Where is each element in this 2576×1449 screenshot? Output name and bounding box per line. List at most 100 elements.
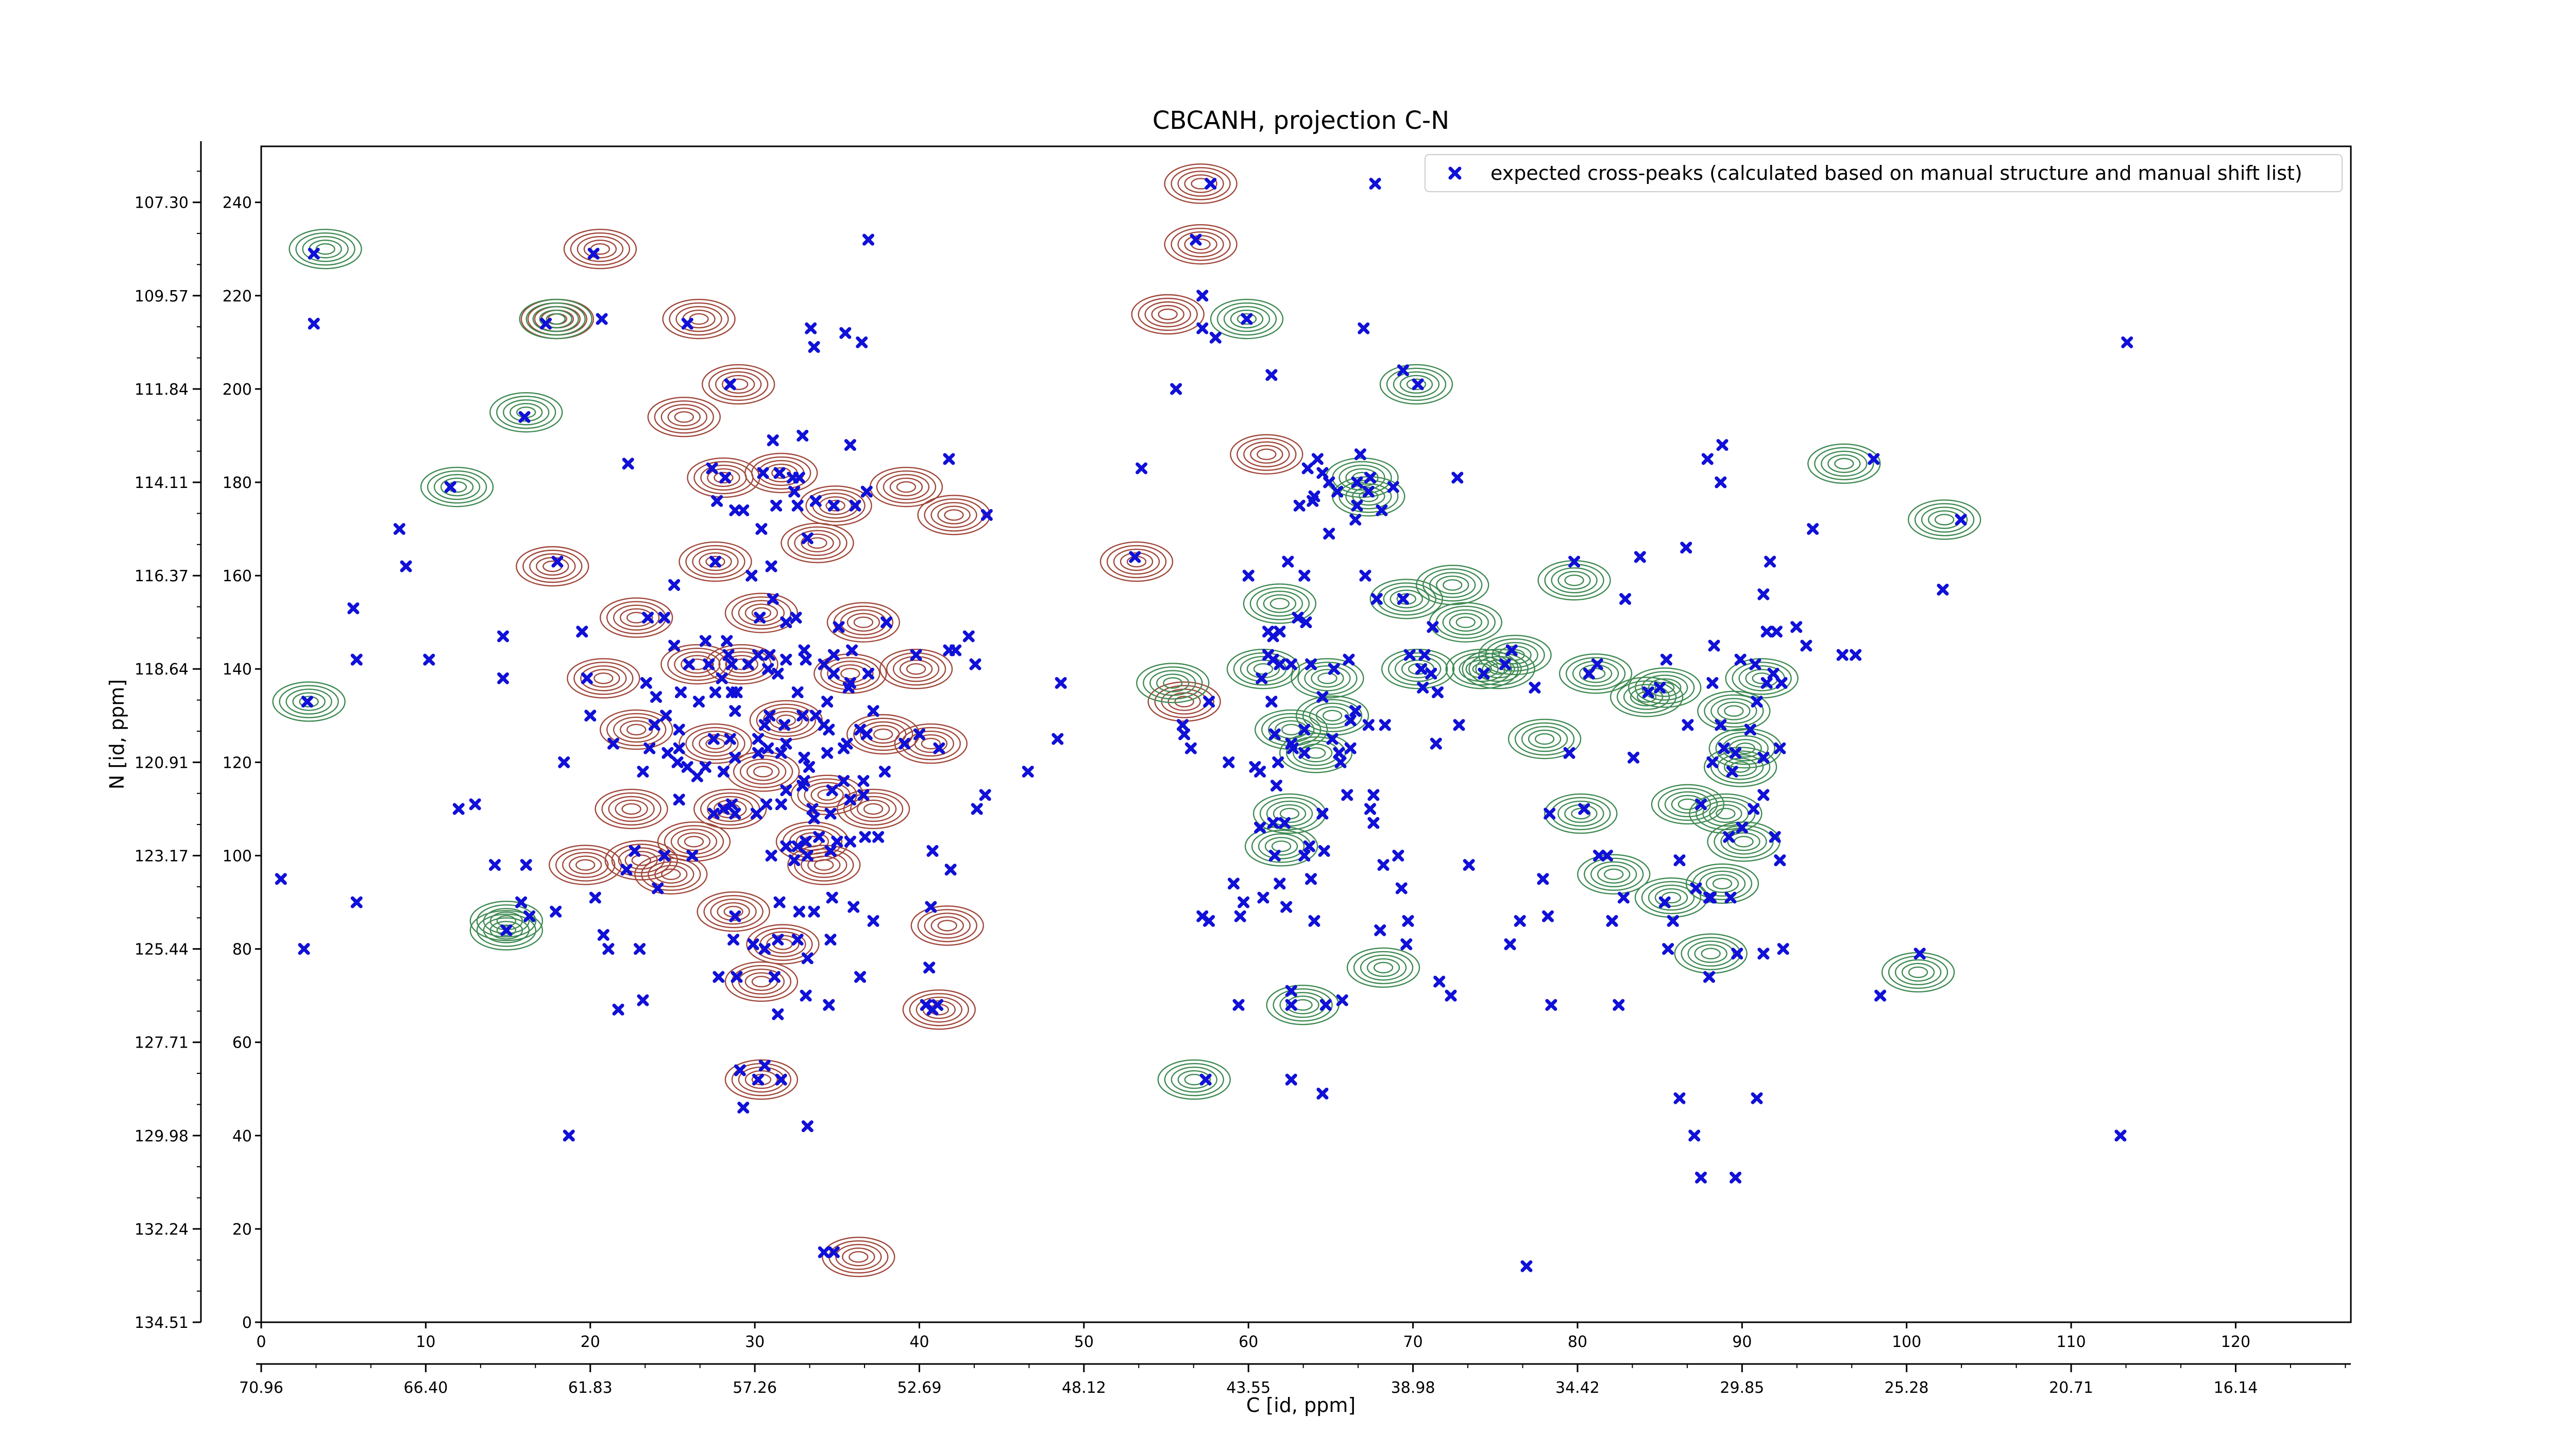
plot-frame	[260, 145, 2352, 1323]
cross-peak-marker	[558, 756, 570, 768]
cross-peak-marker	[1760, 626, 1773, 638]
x-ppm-tick-label: 52.69	[897, 1379, 942, 1397]
cross-peak-marker	[772, 1008, 784, 1020]
contour-positive	[697, 891, 770, 932]
cross-peak-marker	[762, 663, 774, 675]
cross-peak-marker	[772, 933, 784, 946]
cross-peak-marker	[1716, 439, 1728, 451]
cross-peak-marker	[808, 905, 820, 918]
y-ppm-tick-label: 129.98	[134, 1127, 189, 1145]
contour-negative	[1429, 602, 1502, 643]
cross-peak-marker	[755, 523, 768, 535]
cross-peak-marker	[780, 840, 792, 852]
cross-peak-marker	[839, 327, 852, 339]
cross-peak-marker	[729, 807, 741, 820]
x-ppm-tick-label: 25.28	[1885, 1379, 1929, 1397]
cross-peak-marker	[846, 644, 858, 656]
cross-peak-marker	[770, 499, 783, 512]
cross-peak-marker	[662, 747, 674, 759]
cross-peak-marker	[791, 686, 804, 698]
cross-peak-marker	[818, 658, 830, 670]
cross-peak-marker	[772, 667, 784, 680]
cross-peak-marker	[1748, 803, 1760, 815]
cross-peak-marker	[765, 849, 777, 862]
cross-peak-marker	[824, 845, 837, 857]
y-axis-index: 0 20 40 60 80 100 120 140 160 180 200 220 240	[223, 194, 261, 1332]
cross-peak-marker	[1868, 453, 1880, 465]
cross-peak-marker	[1591, 658, 1603, 670]
cross-peak-marker	[1359, 569, 1371, 582]
cross-peak-marker	[821, 696, 834, 708]
cross-peak-marker	[1913, 948, 1926, 960]
cross-peak-marker	[1433, 975, 1446, 988]
cross-peak-marker	[1387, 481, 1399, 493]
cross-peak-marker	[737, 504, 750, 516]
cross-peak-marker	[602, 943, 615, 955]
cross-peak-marker	[1601, 849, 1613, 862]
cross-peak-marker	[393, 523, 405, 535]
contour-negative	[1628, 667, 1702, 708]
cross-peak-marker	[1874, 989, 1887, 1002]
cross-peak-marker	[1445, 989, 1457, 1002]
cross-peak-marker	[1688, 1130, 1701, 1142]
y-ppm-tick-label: 114.11	[134, 474, 189, 492]
cross-peak-marker	[793, 905, 805, 918]
cross-peak-marker	[729, 705, 741, 717]
cross-peak-marker	[576, 626, 588, 638]
cross-peak-marker	[1203, 696, 1215, 708]
x-index-tick-label: 100	[1892, 1333, 1921, 1351]
cross-peak-marker	[308, 317, 320, 330]
cross-peak-marker	[808, 812, 820, 824]
cross-peak-marker	[584, 710, 597, 722]
cross-peak-marker	[1307, 495, 1319, 507]
cross-peak-marker	[1395, 882, 1408, 895]
cross-peak-marker	[1412, 378, 1424, 391]
cross-peak-marker	[788, 485, 801, 498]
cross-peak-marker	[1736, 821, 1748, 834]
y-index-tick-label: 20	[232, 1221, 252, 1239]
cross-peak-marker	[752, 1073, 764, 1086]
contour-positive	[1131, 294, 1205, 335]
cross-peak-marker	[1563, 747, 1575, 759]
cross-peak-marker	[803, 761, 815, 773]
cross-peak-marker	[673, 742, 685, 754]
cross-peak-marker	[1379, 719, 1391, 731]
cross-peak-marker	[1690, 882, 1702, 895]
cross-peak-marker	[857, 775, 870, 787]
contour-negative	[1507, 718, 1582, 760]
cross-peak-marker	[298, 943, 310, 955]
y-ppm-tick-label: 120.91	[134, 754, 189, 772]
cross-peak-marker	[658, 612, 670, 624]
cross-peak-marker	[589, 891, 601, 904]
cross-peak-marker	[980, 509, 993, 521]
cross-peak-marker	[1257, 891, 1269, 904]
cross-peak-marker	[1708, 639, 1720, 652]
cross-peak-marker	[640, 677, 652, 689]
contour-positive	[902, 989, 976, 1030]
cross-peak-marker	[1706, 677, 1719, 689]
cross-peak-marker	[962, 630, 975, 643]
cross-peak-marker	[1660, 653, 1672, 666]
cross-peak-marker	[1770, 626, 1783, 638]
x-ppm-tick-label: 57.26	[733, 1379, 777, 1397]
cross-peak-marker	[880, 616, 893, 629]
cross-peak-marker	[808, 341, 820, 353]
cross-peak-marker	[347, 602, 360, 614]
cross-peak-marker	[796, 710, 809, 722]
cross-peak-marker	[1270, 780, 1283, 792]
contour-negative	[1266, 985, 1340, 1025]
cross-peak-marker	[818, 1246, 830, 1258]
cross-peak-marker	[844, 439, 856, 451]
cross-peak-marker	[727, 933, 740, 946]
cross-peak-marker	[826, 891, 838, 904]
cross-peak-marker	[854, 971, 867, 983]
contour-negative	[1558, 653, 1633, 694]
cross-peak-marker	[931, 999, 944, 1011]
cross-peak-marker	[1129, 551, 1141, 563]
cross-peak-marker	[849, 499, 861, 512]
cross-peak-marker	[721, 635, 733, 647]
contour-negative	[1537, 560, 1611, 601]
contour-negative	[289, 229, 362, 269]
cross-peak-marker	[838, 775, 850, 787]
cross-peak-marker	[1274, 878, 1286, 890]
